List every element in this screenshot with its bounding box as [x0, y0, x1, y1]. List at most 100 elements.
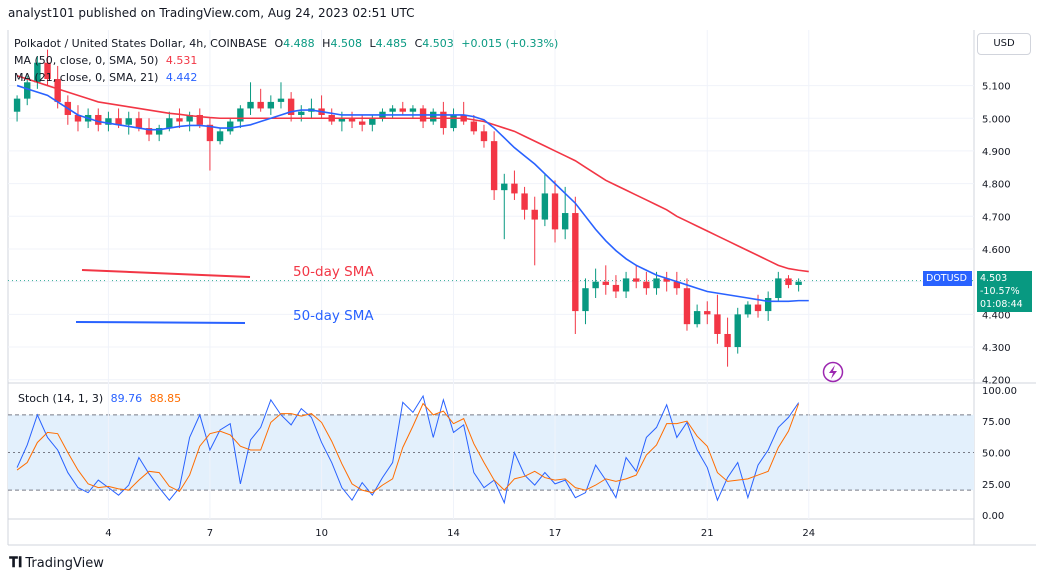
price-tick-label: 4.800: [982, 180, 1011, 191]
candle: [643, 271, 650, 295]
candle-body: [44, 62, 51, 80]
candle-body: [358, 121, 366, 125]
candle: [582, 278, 589, 325]
candle-body: [734, 314, 741, 348]
ma50-label: MA (50, close, 0, SMA, 50): [14, 54, 159, 67]
candle: [216, 128, 224, 145]
stoch-band: [8, 414, 974, 491]
ohlc-high-label: H: [322, 37, 331, 50]
candle: [714, 294, 721, 344]
candle-body: [338, 118, 346, 122]
candle: [592, 268, 599, 299]
candle-body: [34, 62, 41, 83]
price-axis: 5.1005.0004.9004.8004.7004.6004.5004.400…: [8, 82, 1011, 387]
candle-body: [399, 108, 406, 112]
candle-body: [490, 141, 498, 191]
ma21-legend[interactable]: MA (21, close, 0, SMA, 21) 4.442: [14, 69, 558, 86]
candle-body: [704, 311, 711, 315]
candle: [602, 265, 609, 295]
ohlc-change: +0.015 (+0.33%): [461, 37, 559, 50]
candle: [704, 301, 711, 325]
price-tick-label: 5.000: [982, 114, 1011, 125]
price-tick-label: 4.900: [982, 147, 1011, 158]
candle: [267, 95, 275, 115]
candle-body: [95, 114, 102, 125]
symbol-title[interactable]: Polkadot / United States Dollar, 4h, COI…: [14, 37, 267, 50]
candle: [34, 56, 41, 89]
candle-body: [430, 111, 437, 122]
candle-body: [176, 118, 183, 122]
tradingview-logo-icon: 𝐓𝐈: [9, 555, 23, 571]
candle: [74, 105, 82, 132]
stoch-d-line: [16, 402, 800, 494]
candle-body: [531, 209, 538, 220]
candle-body: [521, 193, 528, 210]
candle: [501, 173, 508, 240]
time-tick-label: 10: [315, 528, 328, 539]
candle-body: [257, 101, 264, 109]
candle-body: [287, 98, 295, 115]
publisher-header: analyst101 published on TradingView.com,…: [8, 6, 415, 20]
candle: [633, 265, 640, 289]
candle-body: [186, 114, 193, 122]
candlestick-series: [13, 49, 802, 367]
candle-body: [795, 281, 802, 285]
candle: [490, 131, 498, 200]
price-tick-label: 4.300: [982, 343, 1011, 354]
flash-icon[interactable]: [822, 361, 844, 383]
candle-body: [155, 128, 163, 135]
candle: [754, 294, 762, 318]
candle-body: [754, 304, 762, 312]
candle: [572, 196, 579, 334]
currency-button[interactable]: USD: [977, 33, 1031, 55]
price-tick-label: 5.100: [982, 82, 1011, 93]
ohlc-low: 4.485: [375, 37, 408, 50]
ohlc-close-label: C: [414, 37, 423, 50]
candle: [287, 92, 295, 122]
candle-body: [480, 131, 488, 142]
tradingview-logo[interactable]: 𝐓𝐈 TradingView: [9, 555, 104, 571]
candle-body: [724, 333, 731, 348]
price-tick-label: 4.200: [982, 376, 1011, 387]
candle-body: [115, 118, 122, 125]
candle-body: [196, 114, 203, 125]
stoch-legend[interactable]: Stoch (14, 1, 3) 89.76 88.85: [18, 392, 181, 405]
stoch-k-line: [16, 394, 800, 505]
candle-body: [13, 98, 21, 112]
candle-body: [267, 101, 275, 109]
candle-body: [764, 298, 772, 312]
candle-body: [125, 118, 132, 125]
candle: [155, 124, 163, 142]
ohlc-high: 4.508: [330, 37, 362, 50]
stoch-tick-label: 0.00: [982, 511, 1004, 522]
ma21-line: [16, 84, 809, 303]
candle-body: [673, 281, 681, 289]
candle: [795, 278, 802, 292]
candle-body: [785, 278, 792, 285]
candle: [764, 291, 772, 321]
time-tick-label: 17: [549, 528, 562, 539]
candle-body: [592, 281, 599, 289]
bar-countdown: 01:08:44: [980, 299, 1023, 310]
candle: [369, 114, 376, 132]
candle-body: [551, 193, 559, 230]
stoch-k-value: 89.76: [110, 392, 143, 405]
candle: [328, 108, 335, 125]
last-price-tag: 4.503 -10.57% 01:08:44: [977, 271, 1032, 312]
candle-body: [602, 281, 609, 285]
candle: [460, 101, 467, 125]
candle-body: [663, 278, 670, 282]
time-tick-label: 7: [207, 528, 213, 539]
stoch-tick-label: 75.00: [982, 417, 1011, 428]
candle: [358, 114, 366, 132]
candle: [673, 271, 681, 295]
candle-body: [470, 121, 478, 132]
ma50-legend[interactable]: MA (50, close, 0, SMA, 50) 4.531: [14, 52, 558, 69]
moving-average-lines: [16, 74, 809, 303]
candle: [13, 95, 21, 122]
candle: [389, 105, 396, 119]
candle-body: [135, 118, 143, 129]
candle: [257, 88, 264, 112]
candle-body: [206, 124, 214, 142]
